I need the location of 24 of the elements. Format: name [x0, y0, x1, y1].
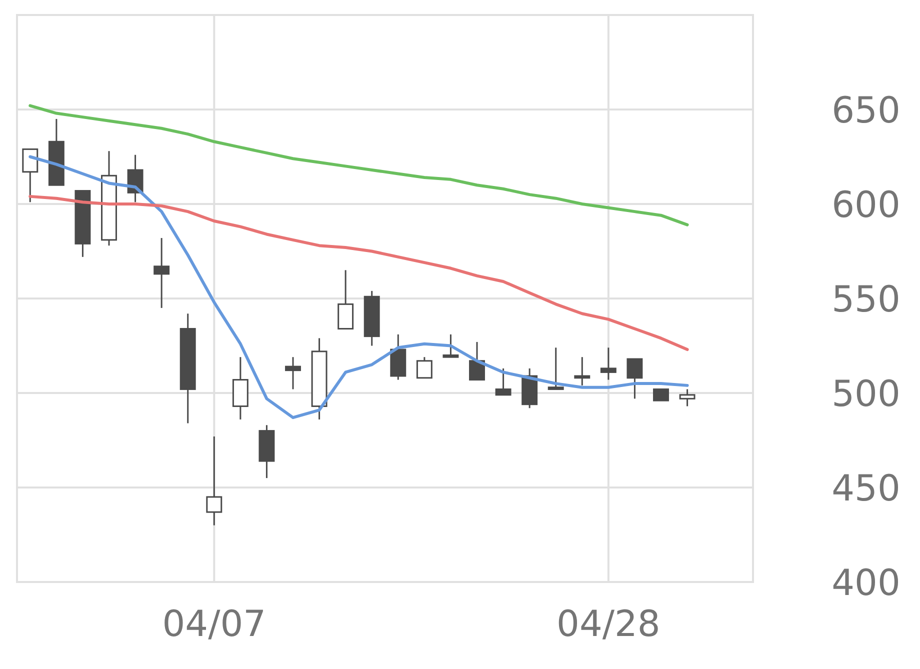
candlestick	[626, 358, 643, 400]
y-tick-label: 450	[832, 468, 900, 510]
candlestick	[416, 356, 432, 379]
candlestick	[154, 237, 170, 309]
candlestick	[442, 334, 459, 358]
y-tick-label: 400	[832, 562, 900, 604]
y-tick-label: 550	[832, 279, 900, 320]
candlestick	[548, 346, 564, 390]
line-series	[28, 104, 689, 226]
candlestick	[679, 388, 696, 407]
candlestick	[600, 346, 616, 381]
y-tick-label: 500	[832, 374, 900, 415]
line-series	[28, 194, 689, 352]
candlestick	[22, 148, 38, 203]
x-tick-label: 04/28	[556, 604, 660, 645]
candlestick	[469, 341, 485, 381]
candlestick	[574, 356, 590, 386]
x-tick-label: 04/07	[162, 604, 266, 645]
candlestick	[285, 356, 301, 390]
y-tick-label: 650	[832, 90, 900, 132]
candlestick	[653, 388, 669, 402]
candlestick	[495, 368, 512, 396]
candlestick	[206, 436, 222, 526]
y-tick-label: 600	[832, 184, 900, 226]
